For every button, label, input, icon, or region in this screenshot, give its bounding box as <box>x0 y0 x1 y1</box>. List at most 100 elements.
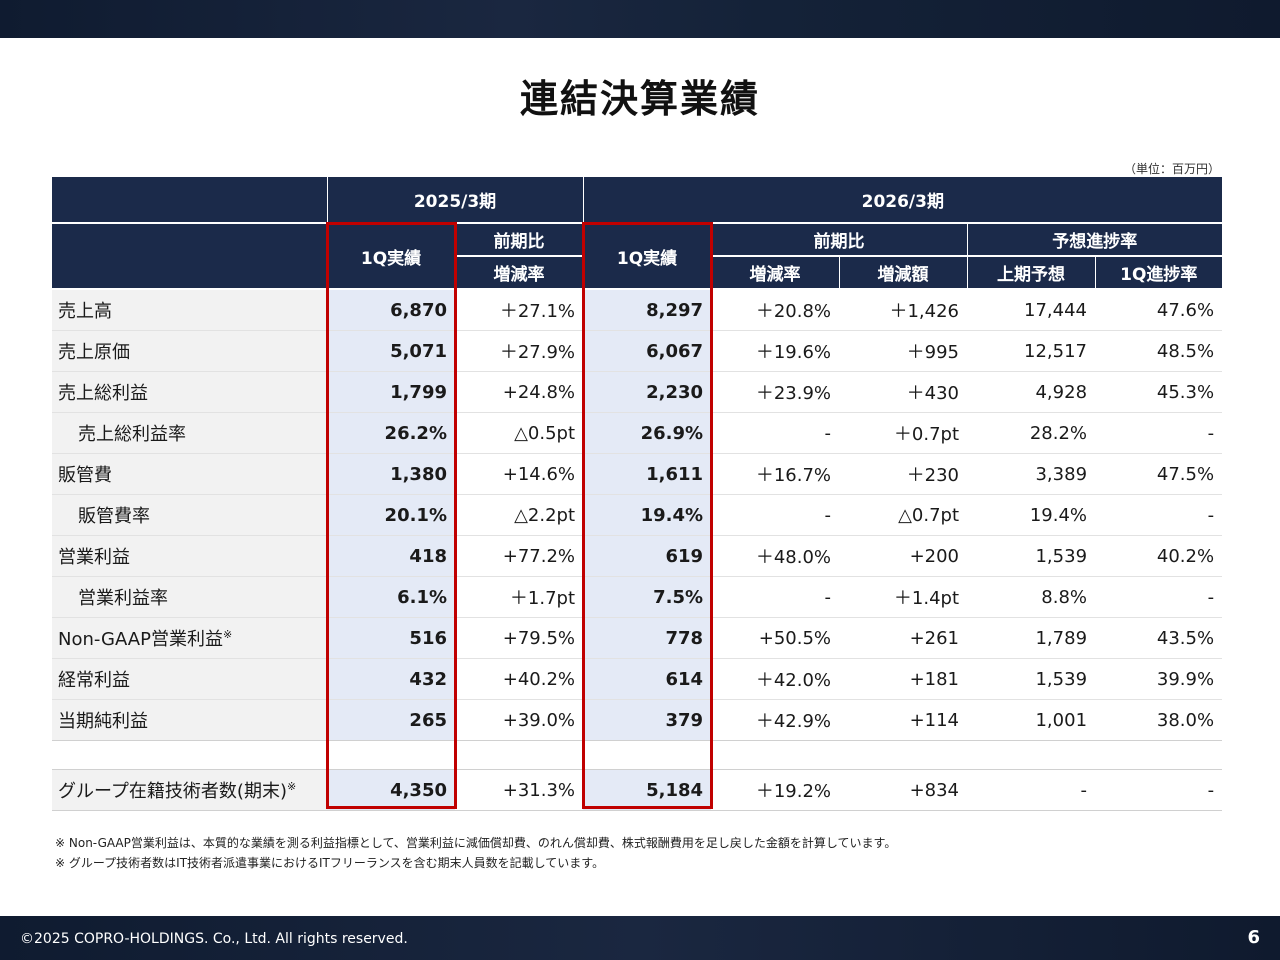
footnote-mark: ※ <box>286 780 297 793</box>
table-cell: 1,611 <box>583 453 712 495</box>
table-row: 経常利益 432 +40.2% 614 ＋42.0% +181 1,539 39.9% <box>52 658 1223 700</box>
empty-cell <box>967 740 1096 770</box>
table-cell: ＋48.0% <box>711 535 840 577</box>
table-cell: 1,799 <box>327 371 455 413</box>
header-q1-actual-2025: 1Q実績 <box>327 223 456 290</box>
table-cell: ＋20.8% <box>711 289 840 331</box>
table-row: 当期純利益 265 +39.0% 379 ＋42.9% +114 1,001 38.0% <box>52 699 1223 741</box>
row-label: 営業利益 <box>52 535 327 577</box>
table-cell: - <box>1095 769 1223 811</box>
page-title: 連結決算業績 <box>519 77 760 121</box>
table-row: 売上総利益率 26.2% △0.5pt 26.9% - ＋0.7pt 28.2% - <box>52 412 1223 454</box>
table-cell: +24.8% <box>455 371 584 413</box>
table-cell: 39.9% <box>1095 658 1223 700</box>
empty-cell <box>839 740 968 770</box>
financial-results-table: 2025/3期 2026/3期 1Q実績 前期比 1Q実績 前期比 予想進捗率 … <box>52 177 1223 811</box>
table-cell: ＋27.9% <box>455 330 584 372</box>
table-cell: - <box>1095 576 1223 618</box>
top-banner <box>0 0 1280 38</box>
header-q1-actual-2026: 1Q実績 <box>583 223 712 290</box>
table-cell: 379 <box>583 699 712 741</box>
empty-cell <box>583 740 712 770</box>
table-cell: 45.3% <box>1095 371 1223 413</box>
table-row: グループ在籍技術者数(期末)※ 4,350 +31.3% 5,184 ＋19.2% +83… <box>52 769 1223 811</box>
header-blank <box>52 177 328 224</box>
table-cell: +40.2% <box>455 658 584 700</box>
table-cell: ＋16.7% <box>711 453 840 495</box>
table-cell: ＋1.7pt <box>455 576 584 618</box>
row-label: 経常利益 <box>52 658 327 700</box>
table-cell: 17,444 <box>967 289 1096 331</box>
row-label: グループ在籍技術者数(期末)※ <box>52 769 327 811</box>
table-cell: 8.8% <box>967 576 1096 618</box>
row-label-text: 売上総利益 <box>58 383 148 404</box>
table-cell: ＋19.6% <box>711 330 840 372</box>
empty-cell <box>455 740 584 770</box>
table-cell: 418 <box>327 535 455 577</box>
table-cell: 47.6% <box>1095 289 1223 331</box>
table-cell: - <box>1095 494 1223 536</box>
table-cell: - <box>711 494 840 536</box>
table-cell: +77.2% <box>455 535 584 577</box>
table-cell: 19.4% <box>967 494 1096 536</box>
table-row: 売上総利益 1,799 +24.8% 2,230 ＋23.9% ＋430 4,928 45.3… <box>52 371 1223 413</box>
empty-cell <box>327 740 455 770</box>
table-cell: 1,380 <box>327 453 455 495</box>
row-label-text: Non-GAAP営業利益 <box>58 629 223 650</box>
table-cell: - <box>1095 412 1223 454</box>
table-cell: 1,539 <box>967 658 1096 700</box>
unit-note: （単位：百万円） <box>1123 162 1220 176</box>
table-cell: 2,230 <box>583 371 712 413</box>
table-cell: +200 <box>839 535 968 577</box>
table-cell: 619 <box>583 535 712 577</box>
row-label: 営業利益率 <box>52 576 327 618</box>
table-cell: 265 <box>327 699 455 741</box>
header-h1-forecast: 上期予想 <box>967 256 1096 290</box>
table-cell: ＋430 <box>839 371 968 413</box>
table-cell: - <box>967 769 1096 811</box>
table-cell: +834 <box>839 769 968 811</box>
table-cell: 20.1% <box>327 494 455 536</box>
header-change-rate-2025: 増減率 <box>455 256 584 290</box>
table-cell: +39.0% <box>455 699 584 741</box>
table-cell: 48.5% <box>1095 330 1223 372</box>
copyright: ©2025 COPRO-HOLDINGS. Co., Ltd. All righ… <box>20 931 408 947</box>
header-yoy-2026: 前期比 <box>711 223 968 257</box>
table-cell: 19.4% <box>583 494 712 536</box>
table-cell: 26.9% <box>583 412 712 454</box>
footnote-non-gaap: ※ Non-GAAP営業利益は、本質的な業績を測る利益指標として、営業利益に減価… <box>55 836 897 850</box>
table-cell: 5,071 <box>327 330 455 372</box>
row-label-text: 売上原価 <box>58 342 130 363</box>
row-label: 販管費 <box>52 453 327 495</box>
table-cell: ＋42.9% <box>711 699 840 741</box>
row-label-text: 販管費 <box>58 465 112 486</box>
table-cell: 5,184 <box>583 769 712 811</box>
table-cell: ＋23.9% <box>711 371 840 413</box>
table-cell: 614 <box>583 658 712 700</box>
table-cell: +181 <box>839 658 968 700</box>
header-period-2026: 2026/3期 <box>583 177 1223 224</box>
empty-cell <box>52 740 327 770</box>
empty-cell <box>1095 740 1223 770</box>
header-forecast-progress: 予想進捗率 <box>967 223 1223 257</box>
table-cell: 28.2% <box>967 412 1096 454</box>
header-change-amount-2026: 増減額 <box>839 256 968 290</box>
table-cell: 1,539 <box>967 535 1096 577</box>
header-yoy-2025: 前期比 <box>455 223 584 257</box>
row-label: Non-GAAP営業利益※ <box>52 617 327 659</box>
table-cell: 6.1% <box>327 576 455 618</box>
table-cell: - <box>711 412 840 454</box>
row-label-text: 営業利益 <box>58 547 130 568</box>
row-label: 売上高 <box>52 289 327 331</box>
table-cell: △2.2pt <box>455 494 584 536</box>
header-q1-progress: 1Q進捗率 <box>1095 256 1223 290</box>
table-cell: 1,001 <box>967 699 1096 741</box>
spacer-row <box>52 740 1223 770</box>
table-cell: 778 <box>583 617 712 659</box>
table-cell: +261 <box>839 617 968 659</box>
row-label-text: 販管費率 <box>78 506 150 527</box>
empty-cell <box>711 740 840 770</box>
table-row: 売上原価 5,071 ＋27.9% 6,067 ＋19.6% ＋995 12,517 48.5… <box>52 330 1223 372</box>
header-period-2025: 2025/3期 <box>327 177 584 224</box>
table-row: 販管費率 20.1% △2.2pt 19.4% - △0.7pt 19.4% - <box>52 494 1223 536</box>
